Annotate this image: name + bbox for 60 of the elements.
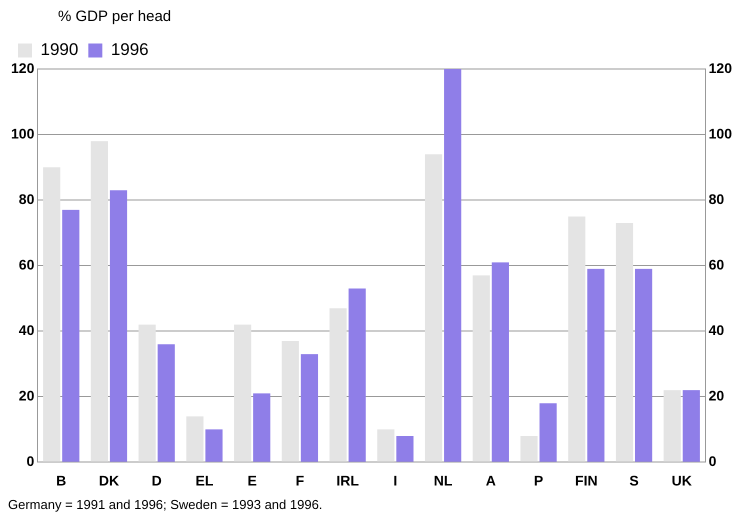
x-tick-label: DK [98,472,120,488]
x-tick-label: D [152,472,162,488]
x-tick-label: S [629,472,639,488]
bar [205,429,223,462]
y-tick-label: 80 [18,190,35,207]
bar [43,167,60,462]
x-tick-label: E [247,472,257,488]
y2-tick-label: 0 [708,453,717,470]
bar [520,436,538,462]
bar [282,340,299,462]
y-tick-label: 120 [11,60,35,76]
bar [329,308,347,462]
bar [138,324,156,462]
bar [682,390,700,462]
y-tick-label: 20 [18,388,35,404]
bar [348,288,366,462]
bar [186,416,204,462]
bar [634,268,652,462]
y2-tick-label: 60 [708,256,724,272]
bar [492,262,509,462]
y2-tick-label: 120 [708,60,732,76]
x-tick-label: EL [195,472,214,488]
bar [472,275,490,462]
bar [424,154,442,462]
bar [158,344,175,462]
x-tick-label: IRL [336,472,360,488]
bar [616,223,634,462]
y-tick-label: 0 [26,453,35,470]
bar [253,393,270,462]
legend-label: 1996 [110,40,149,60]
x-tick-label: B [56,472,66,488]
y2-tick-label: 80 [708,190,724,207]
x-tick-label: A [486,472,496,488]
y2-tick-label: 100 [708,125,732,142]
y-tick-label: 100 [11,125,35,142]
x-tick-label: NL [434,472,453,488]
text: Germany = 1991 and 1996; Sweden = 1993 and 1996. [8,497,324,512]
bar [377,429,394,462]
x-tick-label: I [393,472,398,488]
legend-label: 1990 [40,40,78,60]
x-tick-label: F [296,472,305,488]
bar [90,141,108,462]
bar [110,190,128,462]
y-axis-title: % GDP per head [57,8,172,27]
x-tick-label: P [534,472,544,488]
bar [300,354,318,462]
bar [664,390,681,462]
x-tick-label: UK [672,472,692,488]
bar [568,216,586,462]
y2-tick-label: 40 [708,322,724,338]
bar [62,210,80,462]
y-tick-label: 40 [18,322,35,338]
bar [396,436,414,462]
y2-tick-label: 20 [708,388,724,404]
x-tick-label: FIN [575,472,598,488]
bar [540,403,557,462]
bar [444,69,462,462]
bar [234,324,252,462]
y-tick-label: 60 [18,256,35,272]
bar [587,268,604,462]
